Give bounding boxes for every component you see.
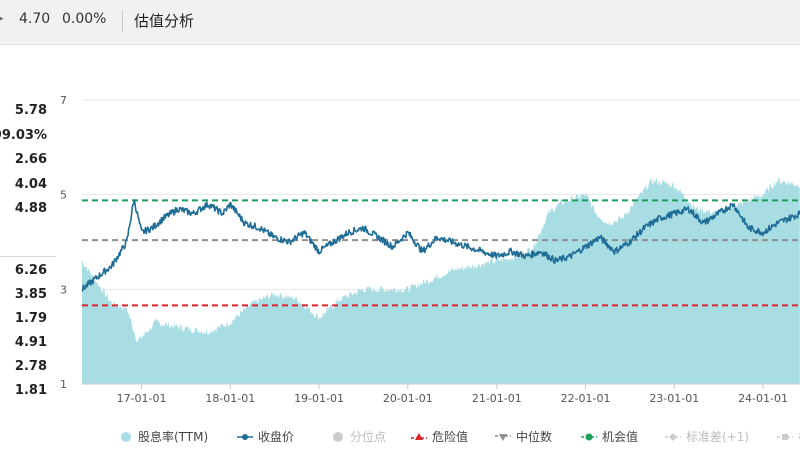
legend-label: 机会值 <box>602 430 639 444</box>
legend-dot-icon <box>581 433 597 440</box>
legend-triangle-down-icon <box>495 433 511 441</box>
metric-value: 5.78 <box>14 103 47 118</box>
x-tick-label: 21-01-01 <box>472 392 522 405</box>
x-tick-label: 18-01-01 <box>205 392 255 405</box>
x-tick-label: 23-01-01 <box>649 392 699 405</box>
metric-value: 1.79 <box>14 311 47 326</box>
left-metrics-column: 5.78 99.03% 2.66 4.04 4.88 6.26 3.85 1.7… <box>0 0 56 450</box>
legend-line-dot-icon <box>237 433 253 440</box>
x-tick-label: 17-01-01 <box>117 392 167 405</box>
legend-square-icon <box>777 433 793 440</box>
metric-divider <box>0 256 56 257</box>
legend-circle-icon <box>121 431 131 442</box>
legend-item-stddev-plus1[interactable]: 标准差(+1) <box>664 428 749 445</box>
metric-value: 2.78 <box>14 359 47 374</box>
metric-value: 4.04 <box>14 177 47 192</box>
metric-value: 1.81 <box>14 383 47 398</box>
legend-item-stddev-minus1[interactable]: 标 <box>776 428 800 445</box>
y-tick-label: 3 <box>60 283 67 296</box>
close-price-line <box>81 199 800 292</box>
header-bar: ▸ 4.70 0.00% 估值分析 <box>0 0 800 45</box>
price-change: 0.00% <box>62 11 107 27</box>
metric-value: 4.88 <box>14 201 47 216</box>
triangle-right-icon[interactable]: ▸ <box>0 11 4 26</box>
legend-label: 收盘价 <box>258 430 295 444</box>
legend-item-percentile[interactable]: 分位点 <box>330 428 386 445</box>
legend-item-close-price[interactable]: 收盘价 <box>236 428 294 445</box>
x-tick-label: 20-01-01 <box>383 392 433 405</box>
x-tick-label: 22-01-01 <box>561 392 611 405</box>
dividend-yield-area <box>82 177 800 384</box>
metric-value: 4.91 <box>14 335 47 350</box>
legend-item-median[interactable]: 中位数 <box>494 428 552 445</box>
metric-value: 2.66 <box>14 152 47 167</box>
legend-label: 标准差(+1) <box>686 430 750 444</box>
y-tick-label: 7 <box>60 94 67 107</box>
metric-value: 3.85 <box>14 287 47 302</box>
legend-label: 中位数 <box>516 430 553 444</box>
legend-label: 危险值 <box>432 430 469 444</box>
y-tick-label: 1 <box>60 378 67 391</box>
legend-item-danger[interactable]: 危险值 <box>410 428 468 445</box>
legend-item-dividend-yield[interactable]: 股息率(TTM) <box>118 428 208 445</box>
legend-diamond-icon <box>665 432 681 441</box>
stock-price: 4.70 <box>19 11 51 27</box>
legend-label: 分位点 <box>350 430 387 444</box>
y-tick-label: 5 <box>60 189 67 202</box>
legend-item-opportunity[interactable]: 机会值 <box>580 428 638 445</box>
x-tick-label: 24-01-01 <box>738 392 788 405</box>
legend-circle-icon <box>333 431 343 442</box>
legend-label: 标 <box>798 428 800 445</box>
metric-value: 6.26 <box>14 263 47 278</box>
legend-triangle-icon <box>411 432 427 440</box>
header-divider <box>122 10 123 32</box>
section-title[interactable]: 估值分析 <box>134 12 195 30</box>
x-tick-label: 19-01-01 <box>294 392 344 405</box>
legend-label: 股息率(TTM) <box>138 430 209 444</box>
metric-value: 99.03% <box>0 128 47 143</box>
